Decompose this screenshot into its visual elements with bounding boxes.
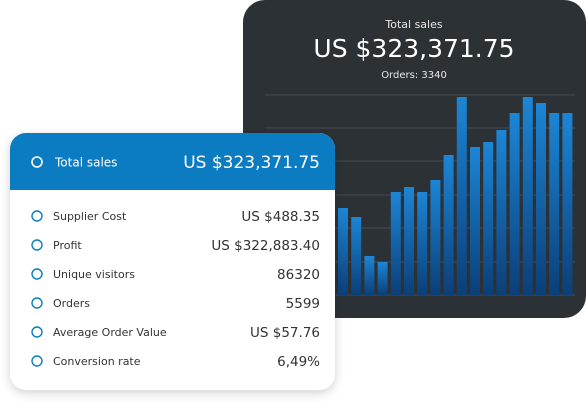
summary-total: US $323,371.75 xyxy=(183,153,320,173)
icon xyxy=(31,156,43,168)
panel-total: US $323,371.75 xyxy=(313,34,514,63)
row-value: 6,49% xyxy=(277,354,320,370)
bar xyxy=(404,187,414,295)
bar xyxy=(351,217,362,295)
panel-orders: Orders: 3340 xyxy=(381,70,447,81)
bar xyxy=(443,155,454,295)
bar xyxy=(509,113,520,295)
row-icon xyxy=(31,268,43,280)
bar xyxy=(456,97,467,295)
bar xyxy=(549,113,560,295)
row-value: US $322,883.40 xyxy=(211,238,320,254)
row-label: Profit xyxy=(53,239,82,252)
bar xyxy=(562,113,573,295)
bar xyxy=(364,256,375,295)
row-value: US $488.35 xyxy=(241,209,320,225)
row-value: 86320 xyxy=(277,267,320,283)
row-icon xyxy=(31,297,43,309)
bar xyxy=(430,180,441,295)
row-label: Supplier Cost xyxy=(53,210,127,223)
summary-card xyxy=(10,133,335,390)
row-label: Average Order Value xyxy=(53,326,167,339)
summary-header xyxy=(10,133,335,190)
summary-title: Total sales xyxy=(54,156,117,170)
row-label: Unique visitors xyxy=(53,268,135,281)
bar xyxy=(377,262,388,295)
bar xyxy=(496,130,507,295)
bar xyxy=(536,103,546,295)
bar xyxy=(417,192,428,295)
bar xyxy=(338,208,348,295)
row-label: Orders xyxy=(53,297,90,310)
row-icon xyxy=(31,210,43,222)
bar xyxy=(390,192,401,295)
row-value: US $57.76 xyxy=(250,325,320,341)
row-icon xyxy=(31,239,43,251)
row-icon xyxy=(31,355,43,367)
bar xyxy=(483,142,494,295)
row-label: Conversion rate xyxy=(53,355,141,368)
bar xyxy=(470,147,480,295)
panel-title: Total sales xyxy=(384,18,442,31)
bar xyxy=(522,97,533,295)
row-icon xyxy=(31,326,43,338)
row-value: 5599 xyxy=(286,296,320,312)
